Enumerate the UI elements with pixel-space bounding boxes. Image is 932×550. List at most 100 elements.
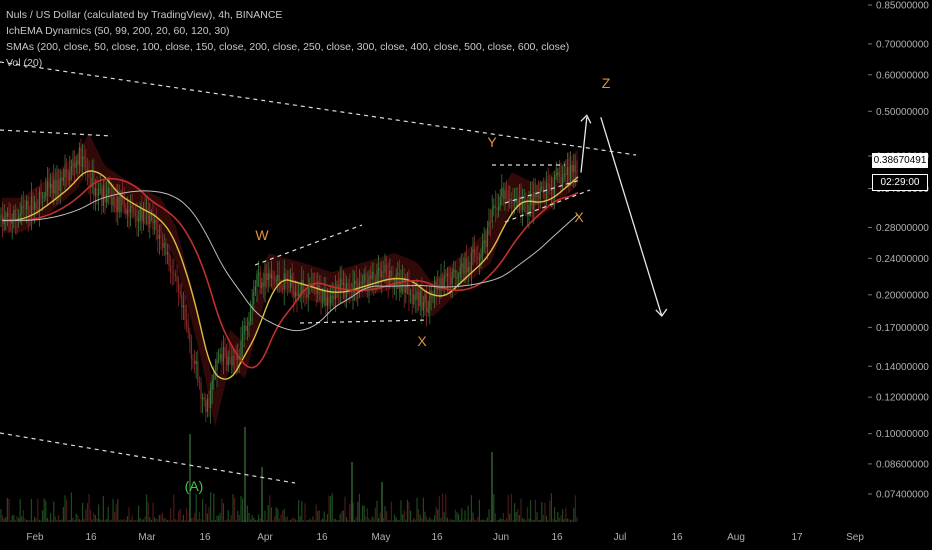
volume-bar xyxy=(205,503,207,522)
candle-body xyxy=(205,400,207,412)
candle-body xyxy=(346,283,348,298)
volume-bar xyxy=(432,519,434,522)
volume-bar xyxy=(482,519,484,522)
volume-bar xyxy=(101,519,103,522)
candle-body xyxy=(34,202,36,211)
candle-body xyxy=(246,325,248,331)
candle-body xyxy=(254,286,256,292)
volume-bar xyxy=(118,519,120,522)
candle-body xyxy=(216,359,218,371)
candle-body xyxy=(546,183,548,199)
candle-body xyxy=(568,166,570,181)
candle-body xyxy=(382,271,384,273)
candle-body xyxy=(154,220,156,224)
volume-bar xyxy=(110,519,112,522)
volume-bar xyxy=(358,493,360,522)
volume-legend[interactable]: Vol (20) xyxy=(6,57,43,69)
y-tick-label: 0.24000000 xyxy=(876,254,929,265)
volume-bar xyxy=(466,519,468,522)
volume-bar xyxy=(328,495,330,522)
candle-body xyxy=(286,281,288,284)
x-tick-label: 16 xyxy=(431,532,443,543)
volume-bar xyxy=(264,510,266,522)
smas-legend[interactable]: SMAs (200, close, 50, close, 100, close,… xyxy=(6,41,570,53)
candle-body xyxy=(325,289,327,306)
volume-bar xyxy=(557,512,559,522)
candle-body xyxy=(334,287,336,300)
candle-body xyxy=(54,179,56,195)
candle-body xyxy=(512,202,514,204)
candle-body xyxy=(506,190,508,192)
candle-body xyxy=(149,214,151,224)
candle-body xyxy=(419,290,421,307)
volume-bar xyxy=(146,494,148,522)
candle-body xyxy=(32,196,34,211)
price-axis: 0.85000000 0.70000000 0.60000000 0.50000000… xyxy=(868,1,929,501)
trendline xyxy=(0,129,113,137)
volume-bar xyxy=(394,514,396,522)
candle-body xyxy=(296,291,298,297)
candle-body xyxy=(318,284,320,289)
candle-body xyxy=(482,243,484,255)
candle-body xyxy=(102,185,104,206)
candle-body xyxy=(282,288,284,290)
candle-body xyxy=(526,201,528,216)
volume-bar xyxy=(112,499,114,522)
volume-bar xyxy=(560,515,562,522)
x-tick-label: 16 xyxy=(199,532,211,543)
candle-body xyxy=(126,209,128,214)
candle-body xyxy=(200,382,202,400)
volume-bar xyxy=(283,508,285,522)
volume-bar xyxy=(342,510,344,522)
candle-body xyxy=(69,170,71,181)
volume-bar xyxy=(147,501,149,522)
x-tick-label: Feb xyxy=(26,532,44,543)
volume-bar xyxy=(349,503,351,522)
volume-bar xyxy=(13,515,15,522)
candle-body xyxy=(400,281,402,293)
candle-body xyxy=(560,177,562,186)
volume-bar xyxy=(430,519,432,522)
candle-body xyxy=(461,263,463,268)
volume-bar xyxy=(202,498,204,522)
candle-body xyxy=(80,147,82,168)
volume-bar xyxy=(546,515,548,522)
volume-bar xyxy=(90,510,92,522)
wave-label-x: X xyxy=(574,209,584,225)
candle-body xyxy=(50,183,52,189)
candle-body xyxy=(195,361,197,365)
volume-bar xyxy=(331,493,333,522)
candle-body xyxy=(422,302,424,311)
volume-bar xyxy=(387,519,389,522)
volume-bar xyxy=(502,513,504,522)
volume-bar xyxy=(323,511,325,522)
candle-body xyxy=(109,187,111,194)
candle-body xyxy=(40,191,42,198)
volume-bar xyxy=(179,508,181,522)
candle-body xyxy=(248,320,250,326)
volume-bar xyxy=(96,518,98,522)
candle-body xyxy=(269,273,271,279)
y-tick-label: 0.85000000 xyxy=(876,1,929,12)
volume-bar xyxy=(379,512,381,522)
volume-bar xyxy=(16,516,18,522)
volume-bar xyxy=(509,513,511,522)
volume-bar xyxy=(206,513,208,522)
volume-bar xyxy=(389,519,391,522)
candle-body xyxy=(75,160,77,168)
volume-bar xyxy=(224,519,226,522)
volume-bar xyxy=(139,517,141,522)
volume-bar xyxy=(43,498,45,522)
volume-bar xyxy=(213,493,215,522)
ichema-legend[interactable]: IchEMA Dynamics (50, 99, 200, 20, 60, 12… xyxy=(6,25,230,37)
candle-body xyxy=(19,213,21,217)
candle-body xyxy=(262,282,264,287)
volume-bar xyxy=(518,515,520,522)
volume-bar xyxy=(190,517,192,522)
candle-body xyxy=(245,325,247,331)
candle-body xyxy=(194,360,196,365)
candle-body xyxy=(37,208,39,212)
candle-body xyxy=(131,205,133,209)
candle-body xyxy=(243,325,245,335)
